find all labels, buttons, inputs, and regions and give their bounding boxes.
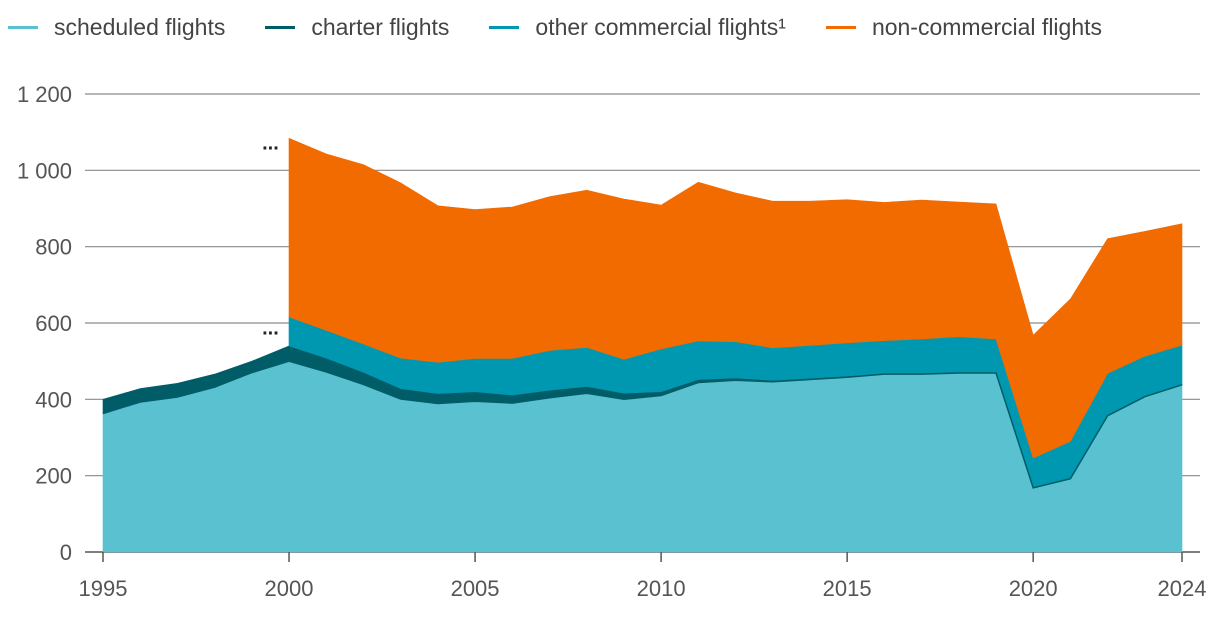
y-tick-label-1000: 1 000 [17, 158, 72, 183]
y-tick-label-600: 600 [35, 311, 72, 336]
y-tick-label-400: 400 [35, 387, 72, 412]
y-tick-label-1200: 1 200 [17, 82, 72, 107]
x-tick-label-2020: 2020 [1009, 576, 1058, 601]
legend: scheduled flights charter flights other … [8, 10, 1102, 44]
legend-item-other-commercial[interactable]: other commercial flights¹ [489, 14, 786, 41]
legend-label-non-commercial: non-commercial flights [871, 13, 1103, 40]
legend-label-scheduled: scheduled flights [54, 13, 226, 40]
y-tick-label-200: 200 [35, 464, 72, 489]
x-tick-label-2015: 2015 [823, 576, 872, 601]
legend-item-scheduled[interactable]: scheduled flights [8, 14, 225, 41]
x-tick-label-1995: 1995 [79, 576, 128, 601]
legend-swatch-scheduled [8, 25, 38, 29]
scheduled-flights-edge-line [102, 360, 1183, 489]
missing-data-marker: ... [262, 132, 279, 154]
x-tick-label-2024: 2024 [1158, 576, 1207, 601]
legend-swatch-charter [265, 25, 296, 29]
x-tick-label-2010: 2010 [637, 576, 686, 601]
x-tick-label-2000: 2000 [265, 576, 314, 601]
missing-data-marker: ... [262, 317, 279, 339]
legend-item-charter[interactable]: charter flights [265, 14, 449, 41]
area-non-commercial-flights [288, 137, 1183, 459]
x-tick-label-2005: 2005 [451, 576, 500, 601]
legend-swatch-other-commercial [489, 25, 520, 29]
legend-item-non-commercial[interactable]: non-commercial flights [825, 13, 1103, 41]
y-tick-label-800: 800 [35, 235, 72, 260]
legend-swatch-non-commercial [825, 25, 856, 29]
legend-label-charter: charter flights [311, 13, 450, 40]
legend-label-other-commercial: other commercial flights¹ [535, 13, 786, 40]
y-tick-label-0: 0 [60, 540, 72, 565]
